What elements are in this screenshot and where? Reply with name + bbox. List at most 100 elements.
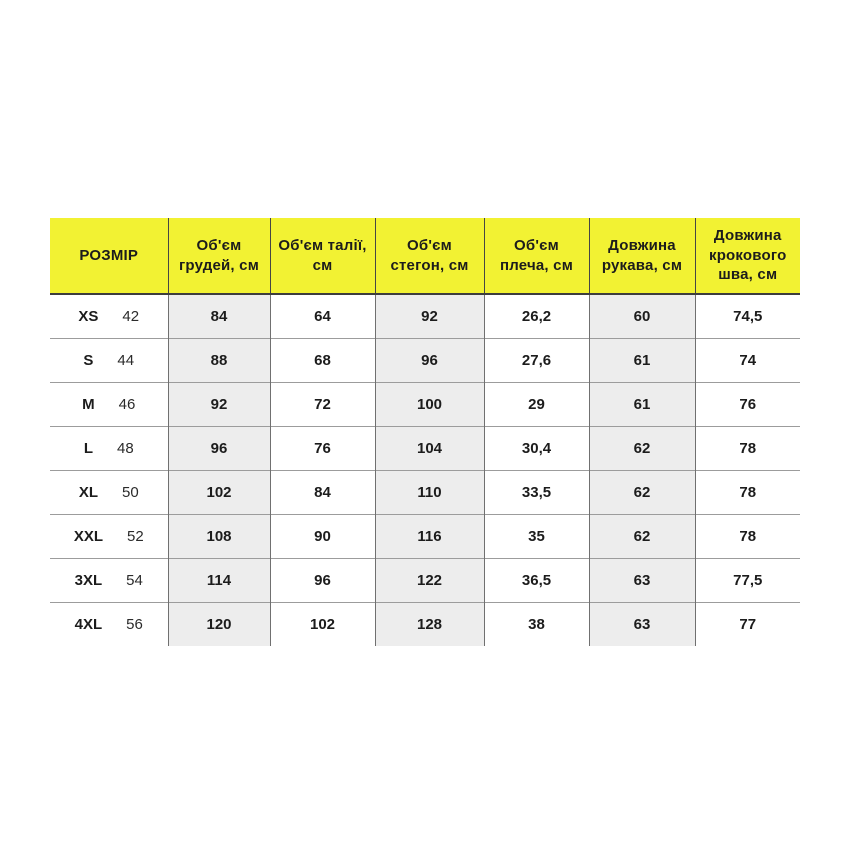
measurement-cell: 33,5: [483, 470, 589, 515]
measurement-cell: 62: [588, 470, 695, 515]
size-label: S: [83, 352, 94, 369]
size-number: 44: [117, 352, 135, 369]
column-header-6: Довжина крокового шва, см: [694, 218, 800, 295]
size-label: XL: [78, 484, 98, 501]
size-cell: S 44: [50, 338, 168, 383]
measurement-cell: 114: [167, 558, 270, 603]
measurement-cell: 60: [588, 294, 695, 339]
measurement-cell: 63: [588, 558, 695, 603]
measurement-cell: 96: [167, 426, 270, 471]
size-cell: XL 50: [50, 470, 168, 515]
measurement-cell: 63: [588, 602, 695, 646]
measurement-cell: 102: [167, 470, 270, 515]
measurement-cell: 30,4: [483, 426, 589, 471]
size-number: 46: [118, 396, 136, 413]
size-cell: M 46: [50, 382, 168, 427]
table-row-4xl: 4XL 56 120 102 128 38 63 77: [50, 602, 800, 646]
measurement-cell: 62: [588, 426, 695, 471]
header-row: РОЗМІР Об'єм грудей, см Об'єм талії, см Об'…: [50, 218, 800, 295]
measurement-cell: 84: [167, 294, 270, 339]
measurement-cell: 77,5: [694, 558, 800, 603]
measurement-cell: 104: [374, 426, 484, 471]
measurement-cell: 76: [694, 382, 800, 427]
size-table: РОЗМІР Об'єм грудей, см Об'єм талії, см Об'…: [50, 218, 800, 646]
measurement-cell: 78: [694, 514, 800, 559]
size-cell-inner: M 46: [54, 396, 164, 413]
table-row-xl: XL 50 102 84 110 33,5 62 78: [50, 470, 800, 515]
size-table-body: XS 42 84 64 92 26,2 60 74,5 S 44 88 68 96 27,6 61 74 M 46…: [50, 294, 800, 646]
measurement-cell: 38: [483, 602, 589, 646]
column-header-4: Об'єм плеча, см: [483, 218, 589, 295]
measurement-cell: 74,5: [694, 294, 800, 339]
table-row-s: S 44 88 68 96 27,6 61 74: [50, 338, 800, 383]
measurement-cell: 92: [167, 382, 270, 427]
measurement-cell: 108: [167, 514, 270, 559]
table-row-l: L 48 96 76 104 30,4 62 78: [50, 426, 800, 471]
size-label: XS: [78, 308, 99, 325]
table-row-xs: XS 42 84 64 92 26,2 60 74,5: [50, 294, 800, 339]
measurement-cell: 102: [269, 602, 375, 646]
size-number: 50: [121, 484, 139, 501]
size-cell-inner: L 48: [54, 440, 164, 457]
measurement-cell: 92: [374, 294, 484, 339]
size-number: 52: [127, 528, 144, 545]
measurement-cell: 74: [694, 338, 800, 383]
measurement-cell: 84: [269, 470, 375, 515]
column-header-5: Довжина рукава, см: [588, 218, 695, 295]
size-cell-inner: XS 42: [54, 308, 164, 325]
column-header-3: Об'єм стегон, см: [374, 218, 484, 295]
measurement-cell: 62: [588, 514, 695, 559]
measurement-cell: 88: [167, 338, 270, 383]
measurement-cell: 116: [374, 514, 484, 559]
size-label: 3XL: [74, 572, 103, 589]
measurement-cell: 110: [374, 470, 484, 515]
size-cell: 3XL 54: [50, 558, 168, 603]
size-number: 54: [126, 572, 143, 589]
table-row-3xl: 3XL 54 114 96 122 36,5 63 77,5: [50, 558, 800, 603]
table-row-xxl: XXL 52 108 90 116 35 62 78: [50, 514, 800, 559]
size-label: XXL: [73, 528, 103, 545]
size-cell-inner: XXL 52: [54, 528, 164, 545]
measurement-cell: 61: [588, 338, 695, 383]
measurement-cell: 76: [269, 426, 375, 471]
size-table-header: РОЗМІР Об'єм грудей, см Об'єм талії, см Об'…: [50, 218, 800, 295]
measurement-cell: 122: [374, 558, 484, 603]
measurement-cell: 68: [269, 338, 375, 383]
measurement-cell: 26,2: [483, 294, 589, 339]
measurement-cell: 96: [269, 558, 375, 603]
measurement-cell: 78: [694, 470, 800, 515]
column-header-0: РОЗМІР: [50, 218, 168, 295]
measurement-cell: 120: [167, 602, 270, 646]
measurement-cell: 100: [374, 382, 484, 427]
size-cell-inner: XL 50: [54, 484, 164, 501]
size-cell-inner: 3XL 54: [54, 572, 164, 589]
measurement-cell: 77: [694, 602, 800, 646]
measurement-cell: 96: [374, 338, 484, 383]
size-cell: XXL 52: [50, 514, 168, 559]
size-label: 4XL: [74, 616, 103, 633]
size-number: 48: [116, 440, 134, 457]
size-cell-inner: 4XL 56: [54, 616, 164, 633]
measurement-cell: 78: [694, 426, 800, 471]
size-cell: 4XL 56: [50, 602, 168, 646]
measurement-cell: 35: [483, 514, 589, 559]
table-row-m: M 46 92 72 100 29 61 76: [50, 382, 800, 427]
measurement-cell: 72: [269, 382, 375, 427]
measurement-cell: 90: [269, 514, 375, 559]
measurement-cell: 36,5: [483, 558, 589, 603]
size-cell: XS 42: [50, 294, 168, 339]
size-label: M: [82, 396, 95, 413]
measurement-cell: 27,6: [483, 338, 589, 383]
size-number: 56: [126, 616, 143, 633]
size-number: 42: [122, 308, 140, 325]
measurement-cell: 64: [269, 294, 375, 339]
size-cell: L 48: [50, 426, 168, 471]
column-header-1: Об'єм грудей, см: [167, 218, 270, 295]
size-label: L: [83, 440, 93, 457]
measurement-cell: 29: [483, 382, 589, 427]
measurement-cell: 61: [588, 382, 695, 427]
measurement-cell: 128: [374, 602, 484, 646]
column-header-2: Об'єм талії, см: [269, 218, 375, 295]
size-cell-inner: S 44: [54, 352, 164, 369]
